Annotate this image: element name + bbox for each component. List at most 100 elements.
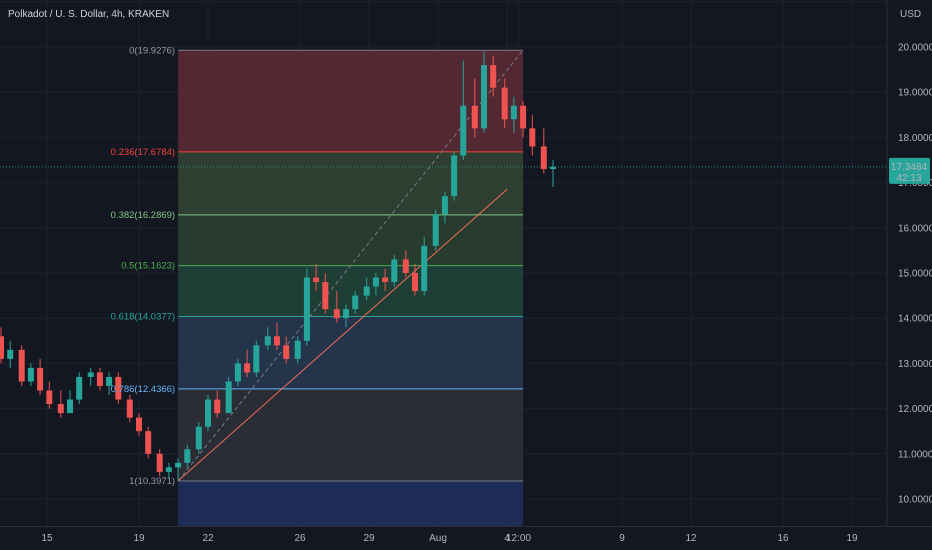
price-tick-label: 16.0000: [898, 223, 932, 234]
time-axis-bg: [0, 527, 932, 550]
candle-body: [27, 367, 34, 382]
candle: [18, 345, 25, 386]
candle-body: [432, 214, 439, 246]
candle-body: [253, 345, 260, 373]
candle: [363, 277, 370, 301]
candle-body: [145, 431, 152, 454]
time-tick-label: 19: [133, 533, 145, 544]
candle-body: [333, 309, 340, 319]
candle-body: [205, 399, 211, 427]
candle: [313, 263, 320, 292]
time-tick-label: 29: [363, 533, 375, 544]
candle: [115, 372, 122, 405]
candle: [540, 128, 547, 174]
candle-body: [156, 453, 163, 472]
candle: [460, 60, 467, 160]
candle: [37, 358, 44, 396]
candle: [46, 381, 53, 409]
current-price-value: 17.3484: [891, 162, 928, 173]
candle-body: [225, 381, 232, 414]
candle: [294, 336, 301, 364]
time-tick-label: 15: [41, 533, 53, 544]
candle: [264, 327, 271, 350]
fib-level-label: 0(19.9276): [129, 45, 175, 56]
candle-body: [540, 146, 547, 170]
candle: [274, 322, 280, 350]
candle-body: [471, 105, 478, 129]
candle: [106, 372, 113, 396]
candle: [195, 422, 202, 454]
candle: [510, 96, 517, 133]
fib-labels: 0(19.9276) 0.236(17.6784) 0.382(16.2869) 0.…: [111, 45, 175, 487]
candle-body: [490, 65, 497, 88]
candle: [27, 363, 34, 386]
candle-body: [412, 273, 418, 292]
candle-body: [283, 345, 290, 359]
time-tick-label: 19: [846, 533, 858, 544]
candle: [145, 426, 152, 459]
candle: [391, 254, 398, 287]
candle-body: [136, 417, 142, 432]
price-tick-label: 10.0000: [898, 495, 932, 506]
fib-zone: [178, 50, 524, 152]
candle: [352, 291, 359, 314]
candle-body: [382, 277, 389, 283]
candle: [244, 349, 251, 377]
candle: [184, 444, 191, 468]
candle-body: [234, 363, 241, 382]
time-tick-label: 12: [685, 533, 697, 544]
candle: [0, 327, 4, 364]
candle: [451, 150, 458, 201]
candle-body: [214, 399, 221, 414]
candle: [421, 236, 428, 296]
candle-body: [76, 376, 83, 400]
fib-zone: [178, 214, 524, 266]
candle-body: [303, 277, 310, 341]
fib-level-label: 0.786(12.4366): [111, 384, 175, 395]
candle-body: [529, 128, 536, 147]
time-tick-label: 4: [504, 533, 510, 544]
price-tick-label: 18.0000: [898, 133, 932, 144]
candle: [490, 56, 497, 97]
candle-body: [37, 367, 44, 391]
candle: [471, 78, 478, 138]
candle-body: [421, 245, 428, 292]
candle: [520, 101, 527, 138]
candle: [225, 376, 232, 414]
candle-body: [126, 399, 133, 418]
price-tick-label: 11.0000: [898, 449, 932, 460]
time-tick-label: 26: [294, 533, 306, 544]
candle-body: [520, 105, 527, 129]
candle-body: [0, 336, 4, 359]
fib-zones: [178, 49, 524, 526]
time-tick-label: 16: [777, 533, 789, 544]
candle-body: [115, 376, 122, 400]
candle: [234, 358, 241, 386]
candle-body: [175, 462, 182, 468]
price-axis-bg: [887, 0, 932, 550]
price-tick-label: 13.0000: [898, 359, 932, 370]
candle: [372, 273, 379, 296]
price-tick-label: 19.0000: [898, 88, 932, 99]
candle-body: [352, 295, 359, 310]
fib-zone: [178, 151, 524, 215]
candle: [382, 268, 389, 292]
candle-body: [322, 282, 329, 310]
trend-line-dashed[interactable]: [177, 49, 524, 482]
candle: [322, 273, 329, 314]
candle: [67, 390, 73, 414]
candle: [126, 395, 133, 423]
price-tick-label: 12.0000: [898, 404, 932, 415]
candle-body: [165, 467, 172, 472]
time-tick-label: Aug: [429, 533, 447, 544]
current-price-badge[interactable]: [889, 157, 930, 184]
candle: [481, 51, 487, 133]
support-trend-line[interactable]: [177, 189, 508, 482]
candle-body: [460, 105, 467, 156]
current-price-countdown: 42:13: [896, 173, 921, 184]
candle: [165, 462, 172, 479]
candle: [87, 367, 94, 386]
